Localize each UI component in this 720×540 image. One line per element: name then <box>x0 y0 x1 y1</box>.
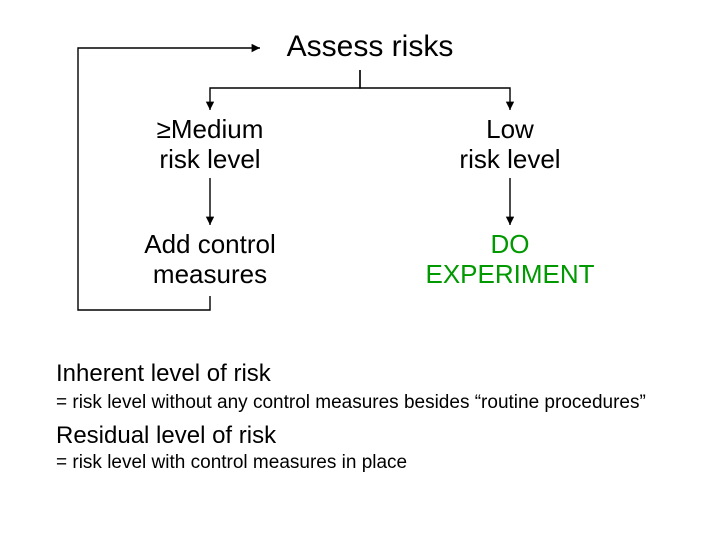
residual-title: Residual level of risk <box>56 422 276 450</box>
residual-text: = risk level with control measures in pl… <box>56 452 407 474</box>
inherent-title: Inherent level of risk <box>56 360 271 388</box>
edge-title-to-low <box>360 70 510 110</box>
edge-title-to-medium <box>210 70 360 110</box>
inherent-text: = risk level without any control measure… <box>56 392 646 414</box>
